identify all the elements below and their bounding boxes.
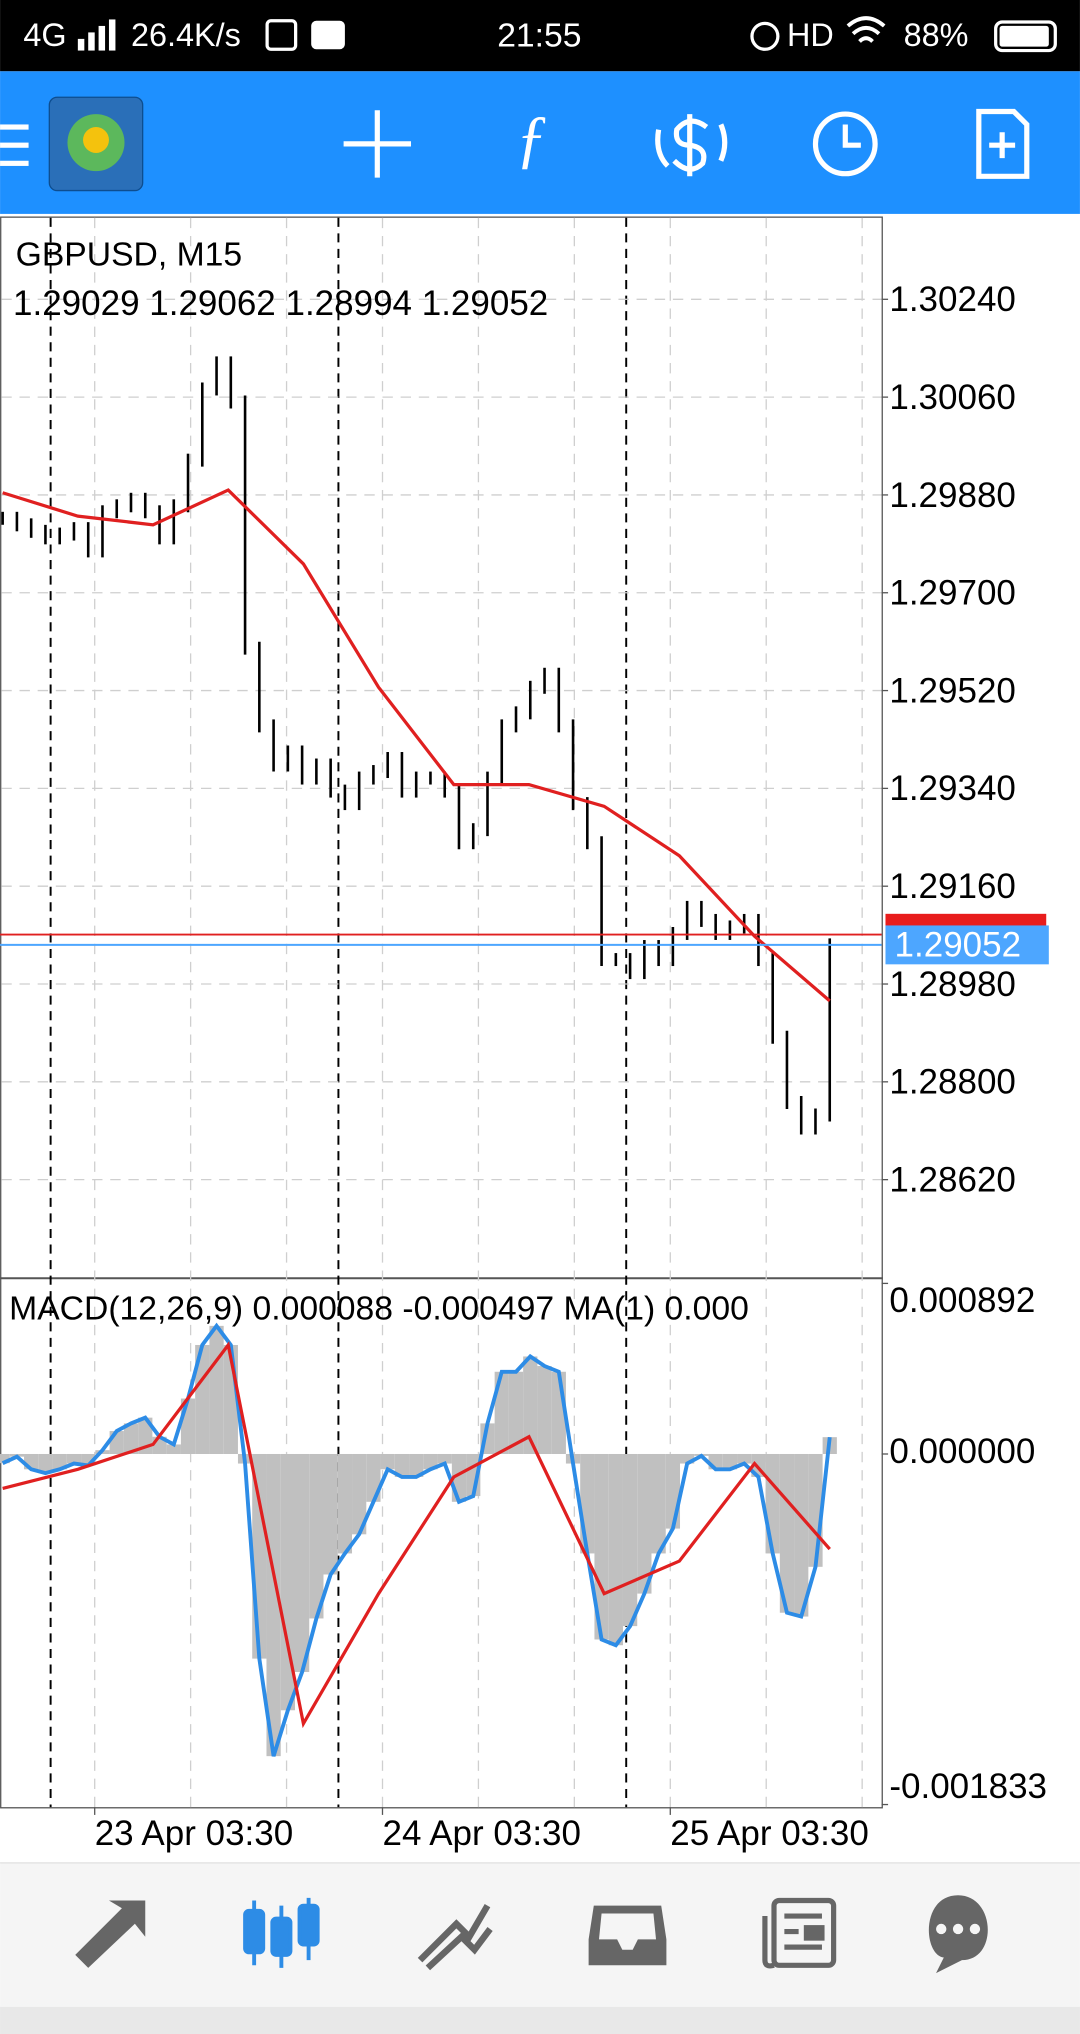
macd-histogram-bar <box>38 1453 53 1474</box>
bid-label: 1.29052 <box>895 926 1022 965</box>
macd-histogram-bar <box>294 1453 310 1673</box>
macd-histogram-bar <box>423 1453 438 1470</box>
macd-signal <box>2 1341 831 1729</box>
nav-quotes[interactable] <box>75 1900 146 1968</box>
macd-histogram-bar <box>337 1453 353 1554</box>
speed: 26.4K/s <box>131 17 241 53</box>
macd-histogram-bar <box>380 1453 395 1470</box>
y-tick-label: 1.29880 <box>889 476 1016 515</box>
macd-histogram-bar <box>280 1453 295 1711</box>
y-tick-label: 1.28800 <box>889 1063 1016 1102</box>
macd-label: MACD(12,26,9) 0.000088 -0.000497 MA(1) 0… <box>9 1290 749 1328</box>
macd-histogram-bar <box>622 1453 638 1627</box>
status-bar <box>0 0 1080 72</box>
macd-histogram-bar <box>765 1453 780 1554</box>
macd-histogram-bar <box>508 1371 524 1454</box>
x-tick-label: 23 Apr 03:30 <box>95 1814 293 1853</box>
macd-histogram-bar <box>680 1453 695 1464</box>
app-icon <box>265 19 298 51</box>
logo-badge <box>83 127 109 153</box>
macd-histogram-bar <box>209 1325 224 1454</box>
nav-chart[interactable] <box>243 1897 320 1968</box>
macd-histogram-bar <box>637 1453 652 1594</box>
network: 4G <box>23 17 66 53</box>
nav-trade[interactable] <box>417 1904 493 1971</box>
nav-news[interactable] <box>762 1897 837 1969</box>
chart-layer: 1.30240 1.30060 1.29880 1.29700 1.29520 1.293… <box>0 280 1049 1806</box>
macd-histogram-bar <box>166 1444 181 1454</box>
macd-histogram-bar <box>123 1423 139 1454</box>
macd-histogram-bar <box>0 1453 10 1464</box>
macd-histogram-bar <box>494 1371 509 1454</box>
nav-history[interactable] <box>588 1905 667 1966</box>
nav-messages[interactable] <box>928 1895 988 1974</box>
image-icon <box>311 20 345 50</box>
macd-histogram-bar <box>779 1453 795 1613</box>
clock: 21:55 <box>497 17 581 55</box>
y-tick-label: 0.000892 <box>889 1281 1035 1320</box>
battery-icon <box>994 20 1057 53</box>
y-tick-label: 0.000000 <box>889 1432 1035 1471</box>
gesture-bar <box>0 2006 1080 2034</box>
battery-level: 88% <box>904 17 969 53</box>
y-tick-label: 1.29160 <box>889 867 1016 906</box>
toolbar <box>0 71 1080 214</box>
macd-histogram-bar <box>352 1453 367 1535</box>
macd-histogram-bar <box>651 1453 666 1554</box>
menu-button[interactable] <box>0 124 29 166</box>
macd-histogram-bar <box>323 1453 338 1575</box>
macd-histogram-bar <box>722 1453 738 1470</box>
macd-histogram-bar <box>52 1453 67 1470</box>
moving-average <box>2 488 831 1003</box>
x-tick-label: 25 Apr 03:30 <box>670 1814 868 1853</box>
indicators-button[interactable]: ƒ <box>515 103 547 175</box>
y-tick-label: 1.29340 <box>889 769 1016 808</box>
timeframe-button[interactable] <box>812 111 878 177</box>
y-tick-label: 1.29520 <box>889 671 1016 710</box>
y-tick-label: 1.30240 <box>889 280 1016 319</box>
y-tick-label: 1.28620 <box>889 1160 1016 1199</box>
macd-histogram-bar <box>794 1453 809 1617</box>
alarm-icon <box>750 21 780 51</box>
bid-label-box <box>885 925 1049 965</box>
y-tick-label: 1.28980 <box>889 965 1016 1004</box>
macd-histogram-bar <box>608 1453 623 1646</box>
macd-histogram-bar <box>523 1356 538 1454</box>
ohlc-label: 1.29029 1.29062 1.28994 1.29052 <box>13 284 548 323</box>
wifi-icon <box>846 16 886 43</box>
macd-histogram-bar <box>309 1453 324 1619</box>
symbols-button[interactable] <box>655 114 728 177</box>
y-tick-label: 1.29700 <box>889 574 1016 613</box>
macd-header: MACD(12,26,9) 0.000088 -0.000497 MA(1) 0… <box>9 1290 749 1328</box>
bottom-nav <box>0 1862 1080 2007</box>
macd-histogram-bar <box>394 1453 410 1477</box>
macd-histogram-bar <box>66 1453 82 1464</box>
macd-histogram-bar <box>409 1453 424 1477</box>
macd-histogram-bar <box>437 1453 452 1464</box>
chart-frame <box>0 216 883 1809</box>
macd-histogram-bar <box>266 1453 281 1757</box>
macd-histogram-bar <box>580 1453 595 1554</box>
macd-histogram-bar <box>665 1453 681 1529</box>
signal-icon <box>77 19 116 51</box>
macd-histogram-bar <box>537 1366 552 1454</box>
macd-histogram-bar <box>737 1453 752 1464</box>
hd: HD <box>787 17 834 53</box>
symbol-label: GBPUSD, M15 <box>16 236 243 274</box>
macd-histogram-bar <box>81 1453 96 1466</box>
new-order-button[interactable] <box>976 108 1030 179</box>
crosshair-button[interactable] <box>343 110 412 178</box>
y-tick-label: 1.30060 <box>889 378 1016 417</box>
x-tick-label: 24 Apr 03:30 <box>382 1814 581 1853</box>
macd-line <box>1 1322 832 1757</box>
y-tick-label: -0.001833 <box>889 1767 1047 1806</box>
battery-fill <box>999 25 1049 47</box>
